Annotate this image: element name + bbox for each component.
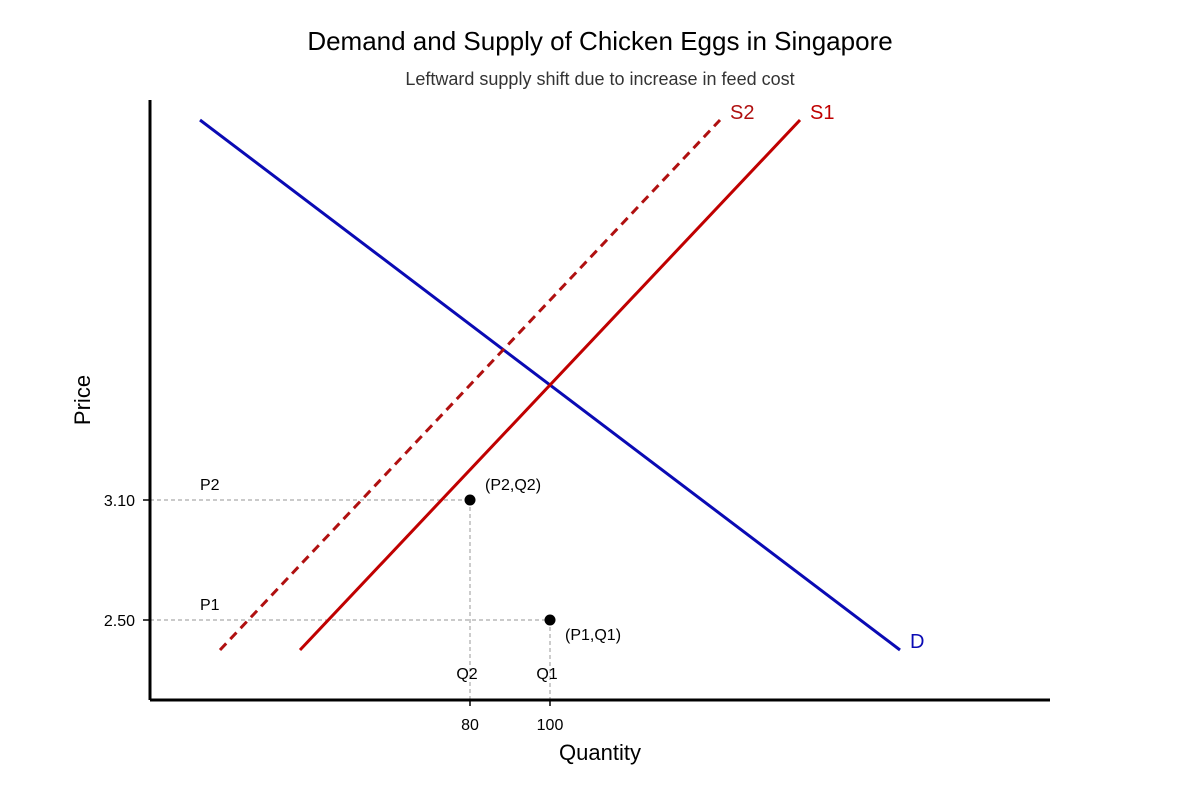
axis-ticks: 80 100 2.50 3.10 — [104, 493, 564, 734]
chart-subtitle: Leftward supply shift due to increase in… — [405, 69, 794, 89]
annotation-labels: (P2,Q2) (P1,Q1) P2 P1 Q2 Q1 — [200, 477, 621, 683]
y-tick-label: 3.10 — [104, 493, 135, 510]
equilibrium-marker — [544, 614, 556, 626]
curve-s1 — [298, 118, 802, 652]
price-reference-label: P1 — [200, 597, 220, 614]
quantity-reference-label: Q2 — [456, 666, 477, 683]
curves: D S1 S2 — [199, 102, 924, 653]
equilibrium-marker — [464, 494, 476, 506]
equilibrium-label: (P1,Q1) — [565, 627, 621, 644]
reference-lines — [150, 499, 551, 700]
y-axis-title: Price — [70, 375, 95, 425]
curve-label-s2: S2 — [730, 102, 754, 124]
x-tick-label: 100 — [537, 717, 564, 734]
quantity-reference-label: Q1 — [536, 666, 557, 683]
price-reference-label: P2 — [200, 477, 220, 494]
x-tick-label: 80 — [461, 717, 479, 734]
curve-s2 — [218, 118, 722, 652]
curve-label-s1: S1 — [810, 102, 834, 124]
x-axis-title: Quantity — [559, 740, 641, 765]
chart-title: Demand and Supply of Chicken Eggs in Sin… — [307, 26, 892, 56]
curve-label-d: D — [910, 631, 924, 653]
y-tick-label: 2.50 — [104, 613, 135, 630]
equilibrium-label: (P2,Q2) — [485, 477, 541, 494]
equilibrium-points — [464, 494, 556, 626]
